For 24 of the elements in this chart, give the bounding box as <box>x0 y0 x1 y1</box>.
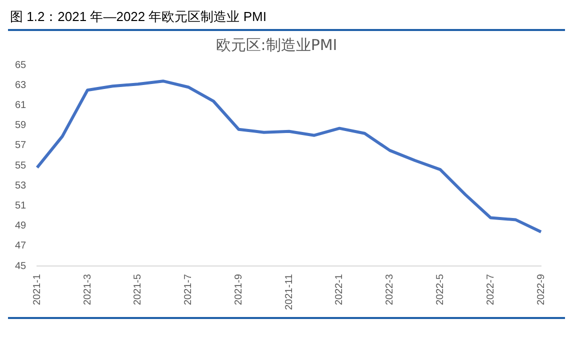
y-tick-label: 49 <box>15 220 27 232</box>
chart-title: 图 1.2：2021 年—2022 年欧元区制造业 PMI <box>8 8 565 31</box>
y-tick-label: 47 <box>15 240 27 252</box>
x-tick-label: 2021-3 <box>82 274 94 306</box>
y-tick-label: 61 <box>15 100 27 111</box>
x-tick-label: 2022-1 <box>334 274 346 306</box>
y-tick-label: 65 <box>15 60 27 71</box>
chart-subtitle: 欧元区:制造业PMI <box>216 36 338 54</box>
x-tick-label: 2021-9 <box>233 274 244 306</box>
x-tick-label: 2021-11 <box>284 274 295 310</box>
x-tick-label: 2022-5 <box>434 274 446 306</box>
y-tick-label: 59 <box>15 120 27 132</box>
x-tick-label: 2021-1 <box>32 274 43 306</box>
y-tick-label: 63 <box>15 80 27 91</box>
x-tick-label: 2022-7 <box>485 274 496 306</box>
x-tick-label: 2022-3 <box>384 274 396 306</box>
y-tick-label: 55 <box>15 160 27 172</box>
y-tick-label: 53 <box>15 180 27 192</box>
y-tick-label: 57 <box>15 140 27 152</box>
x-tick-label: 2021-7 <box>183 274 194 306</box>
x-tick-label: 2022-9 <box>536 274 547 306</box>
y-tick-label: 51 <box>15 200 27 212</box>
y-tick-label: 45 <box>15 260 27 272</box>
x-tick-label: 2021-5 <box>132 274 144 306</box>
